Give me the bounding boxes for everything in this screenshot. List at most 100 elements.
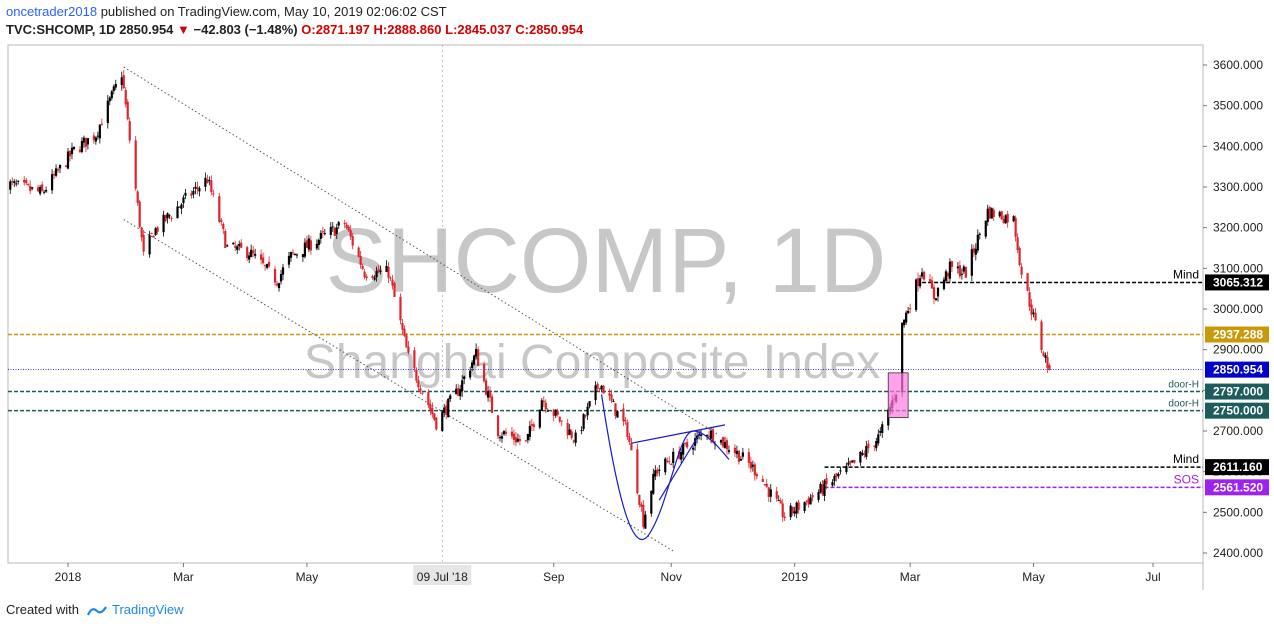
candle-body [250, 249, 253, 257]
candle-body [964, 266, 967, 278]
candle-body [329, 227, 332, 235]
candle-body [148, 235, 151, 255]
price-tag-label: 2797.000 [1213, 385, 1263, 399]
candle-body [970, 249, 973, 276]
candle-body [686, 442, 689, 448]
candle-body [811, 495, 814, 498]
cup-curve [600, 394, 730, 541]
candle-body [755, 474, 758, 477]
candle-body [711, 429, 715, 443]
candle-body [66, 151, 70, 169]
candle-body [1026, 273, 1029, 291]
candle-body [1002, 218, 1005, 223]
candle-body [37, 187, 40, 192]
candle-body [100, 123, 103, 126]
footer: Created with TradingView [6, 602, 184, 617]
candle-body [920, 272, 924, 277]
candle-body [588, 401, 591, 407]
candle-body [170, 217, 173, 219]
candle-body [218, 196, 221, 222]
symbol-line: TVC:SHCOMP, 1D 2850.954 ▼ −42.803 (−1.48… [6, 22, 583, 37]
candle-body [154, 228, 157, 235]
candle-body [192, 190, 195, 195]
candle-body [482, 364, 486, 382]
candle-body [54, 168, 58, 176]
candle-body [208, 180, 211, 182]
candle-body [496, 415, 500, 437]
candle-body [136, 191, 139, 203]
candle-body [986, 208, 989, 222]
candle-body [934, 298, 938, 301]
candle-body [23, 179, 26, 183]
candle-body [881, 424, 884, 434]
candle-body [461, 380, 464, 392]
candle-body [719, 439, 723, 443]
author-link[interactable]: oncetrader2018 [6, 4, 98, 19]
candle-body [108, 97, 111, 102]
candle-body [699, 434, 703, 436]
candle-body [779, 500, 782, 504]
candle-body [723, 442, 727, 448]
x-tick-label: Nov [661, 570, 682, 584]
candle-body [1032, 312, 1035, 314]
candles [9, 69, 1051, 530]
candle-body [254, 253, 257, 256]
candle-body [879, 430, 882, 433]
candle-body [488, 390, 492, 398]
candle-body [847, 462, 850, 465]
y-tick-label: 3200.000 [1213, 221, 1263, 235]
candle-body [194, 186, 197, 189]
candle-body [526, 434, 529, 441]
candle-body [670, 464, 673, 466]
candle-body [530, 424, 533, 426]
candle-body [206, 179, 209, 183]
candle-body [837, 473, 840, 477]
candle-body [295, 254, 299, 256]
candle-body [781, 503, 784, 517]
candle-body [733, 447, 737, 454]
price-tag-bg [1205, 326, 1269, 343]
candle-body [124, 90, 127, 105]
candle-body [680, 452, 683, 460]
candle-body [622, 408, 625, 422]
x-tick-label: Mar [173, 570, 194, 584]
candle-body [819, 483, 822, 493]
candle-body [27, 184, 30, 186]
y-tick-label: 3500.000 [1213, 99, 1263, 113]
candle-body [92, 135, 95, 140]
candle-body [652, 473, 655, 494]
candle-body [586, 406, 589, 416]
time-axis[interactable]: 2018 Mar May 09 Jul '18 Sep Nov 2019 Mar May Jul [55, 563, 1161, 585]
candle-body [343, 222, 346, 225]
candle-body [226, 245, 229, 247]
candle-body [916, 278, 920, 286]
candle-body [532, 424, 535, 427]
candle-body [942, 279, 946, 289]
candle-body [797, 502, 800, 510]
tradingview-brand-link[interactable]: TradingView [112, 602, 184, 617]
candle-body [805, 500, 808, 502]
candle-body [610, 394, 613, 401]
price-tag-label: 2750.000 [1213, 404, 1263, 418]
candle-body [751, 464, 754, 467]
candle-body [459, 389, 462, 397]
candle-body [9, 181, 12, 190]
trend-channel-line [123, 219, 674, 552]
candle-body [839, 470, 842, 472]
candle-body [120, 77, 123, 86]
candle-body [337, 222, 340, 226]
candle-body [377, 268, 380, 273]
candle-body [435, 417, 438, 430]
candle-body [793, 511, 796, 514]
candle-body [998, 212, 1001, 217]
candle-body [905, 312, 908, 323]
wedge-bottom-line [658, 430, 702, 501]
candle-body [950, 261, 954, 267]
x-tick-label: Mar [900, 570, 921, 584]
candle-body [560, 420, 563, 422]
candle-body [176, 206, 179, 219]
candle-body [1014, 217, 1017, 237]
candle-body [196, 186, 199, 189]
candle-body [31, 187, 34, 189]
